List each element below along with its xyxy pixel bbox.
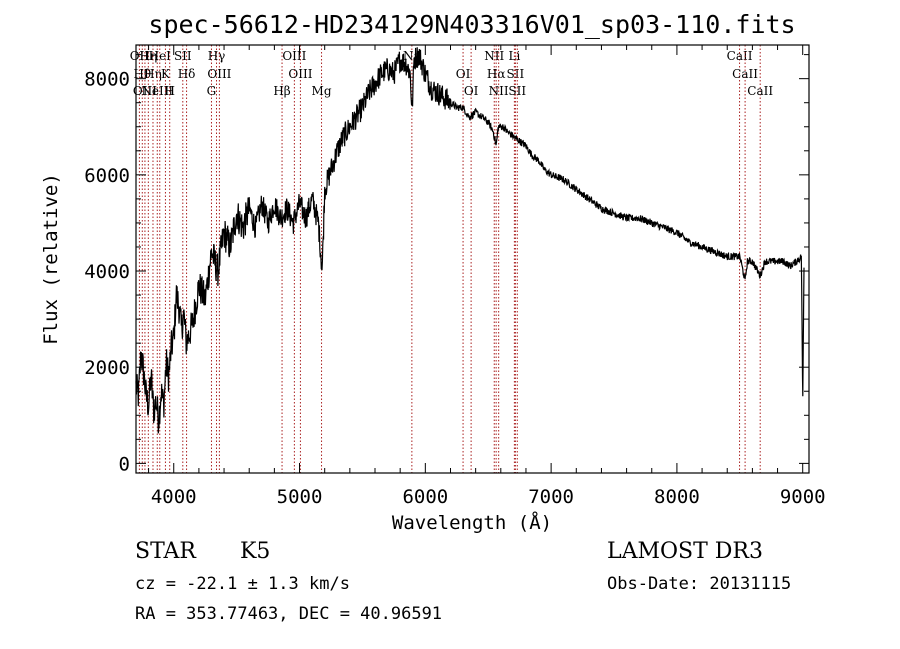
chart-title: spec-56612-HD234129N403316V01_sp03-110.f…: [148, 10, 795, 39]
line-label: H: [164, 84, 174, 98]
obs-date: Obs-Date: 20131115: [607, 574, 792, 594]
line-label: Hθ: [133, 67, 151, 81]
y-tick-label: 4000: [84, 261, 130, 283]
axis-ticks: 4000 5000 6000 7000 8000 9000 0 2000 4000 6000 800…: [84, 45, 826, 508]
object-type: STAR: [135, 539, 196, 564]
line-label: OIII: [207, 67, 231, 81]
line-label: NII: [484, 49, 504, 63]
y-tick-label: 2000: [84, 357, 130, 379]
x-tick-label: 7000: [528, 486, 574, 508]
y-tick-label: 8000: [84, 69, 130, 91]
line-label: Hδ: [178, 67, 196, 81]
line-markers: OIIHθOIIIHηHηNeIIIHeIKHSIIHδGHγOIIIHβOII…: [130, 45, 773, 473]
line-label: K: [161, 67, 171, 81]
line-label: OIII: [133, 84, 157, 98]
line-label: SII: [507, 67, 525, 81]
spectrum-series: [135, 47, 805, 434]
x-tick-label: 8000: [654, 486, 700, 508]
x-tick-label: 9000: [780, 486, 826, 508]
line-label: OII: [130, 49, 150, 63]
y-tick-label: 6000: [84, 165, 130, 187]
line-label: OI: [456, 67, 471, 81]
line-label: Hγ: [208, 49, 226, 63]
spectral-subclass: K5: [240, 539, 271, 564]
line-label: Li: [508, 49, 520, 63]
y-tick-label: 0: [119, 453, 130, 475]
line-label: CaII: [747, 84, 773, 98]
y-axis-label: Flux (relative): [40, 173, 62, 345]
survey-name: LAMOST DR3: [607, 539, 763, 564]
line-label: G: [207, 84, 217, 98]
x-tick-label: 4000: [151, 486, 197, 508]
redshift-cz: cz = -22.1 ± 1.3 km/s: [135, 574, 350, 594]
coordinates: RA = 353.77463, DEC = 40.96591: [135, 604, 443, 624]
line-label: Mg: [312, 84, 332, 98]
line-label: OI: [464, 84, 479, 98]
line-label: HeI: [149, 49, 172, 63]
line-label: OIII: [282, 49, 306, 63]
x-tick-label: 5000: [277, 486, 323, 508]
line-label: SII: [508, 84, 526, 98]
line-label: NII: [489, 84, 509, 98]
plot-frame: [135, 44, 810, 474]
line-label: CaII: [727, 49, 753, 63]
line-label: Hη: [144, 67, 162, 81]
line-label: CaII: [732, 67, 758, 81]
line-label: Hβ: [273, 84, 290, 98]
x-axis-label: Wavelength (Å): [392, 511, 552, 534]
x-tick-label: 6000: [402, 486, 448, 508]
line-label: SII: [174, 49, 192, 63]
line-label: OIII: [288, 67, 312, 81]
line-label: Hα: [487, 67, 506, 81]
